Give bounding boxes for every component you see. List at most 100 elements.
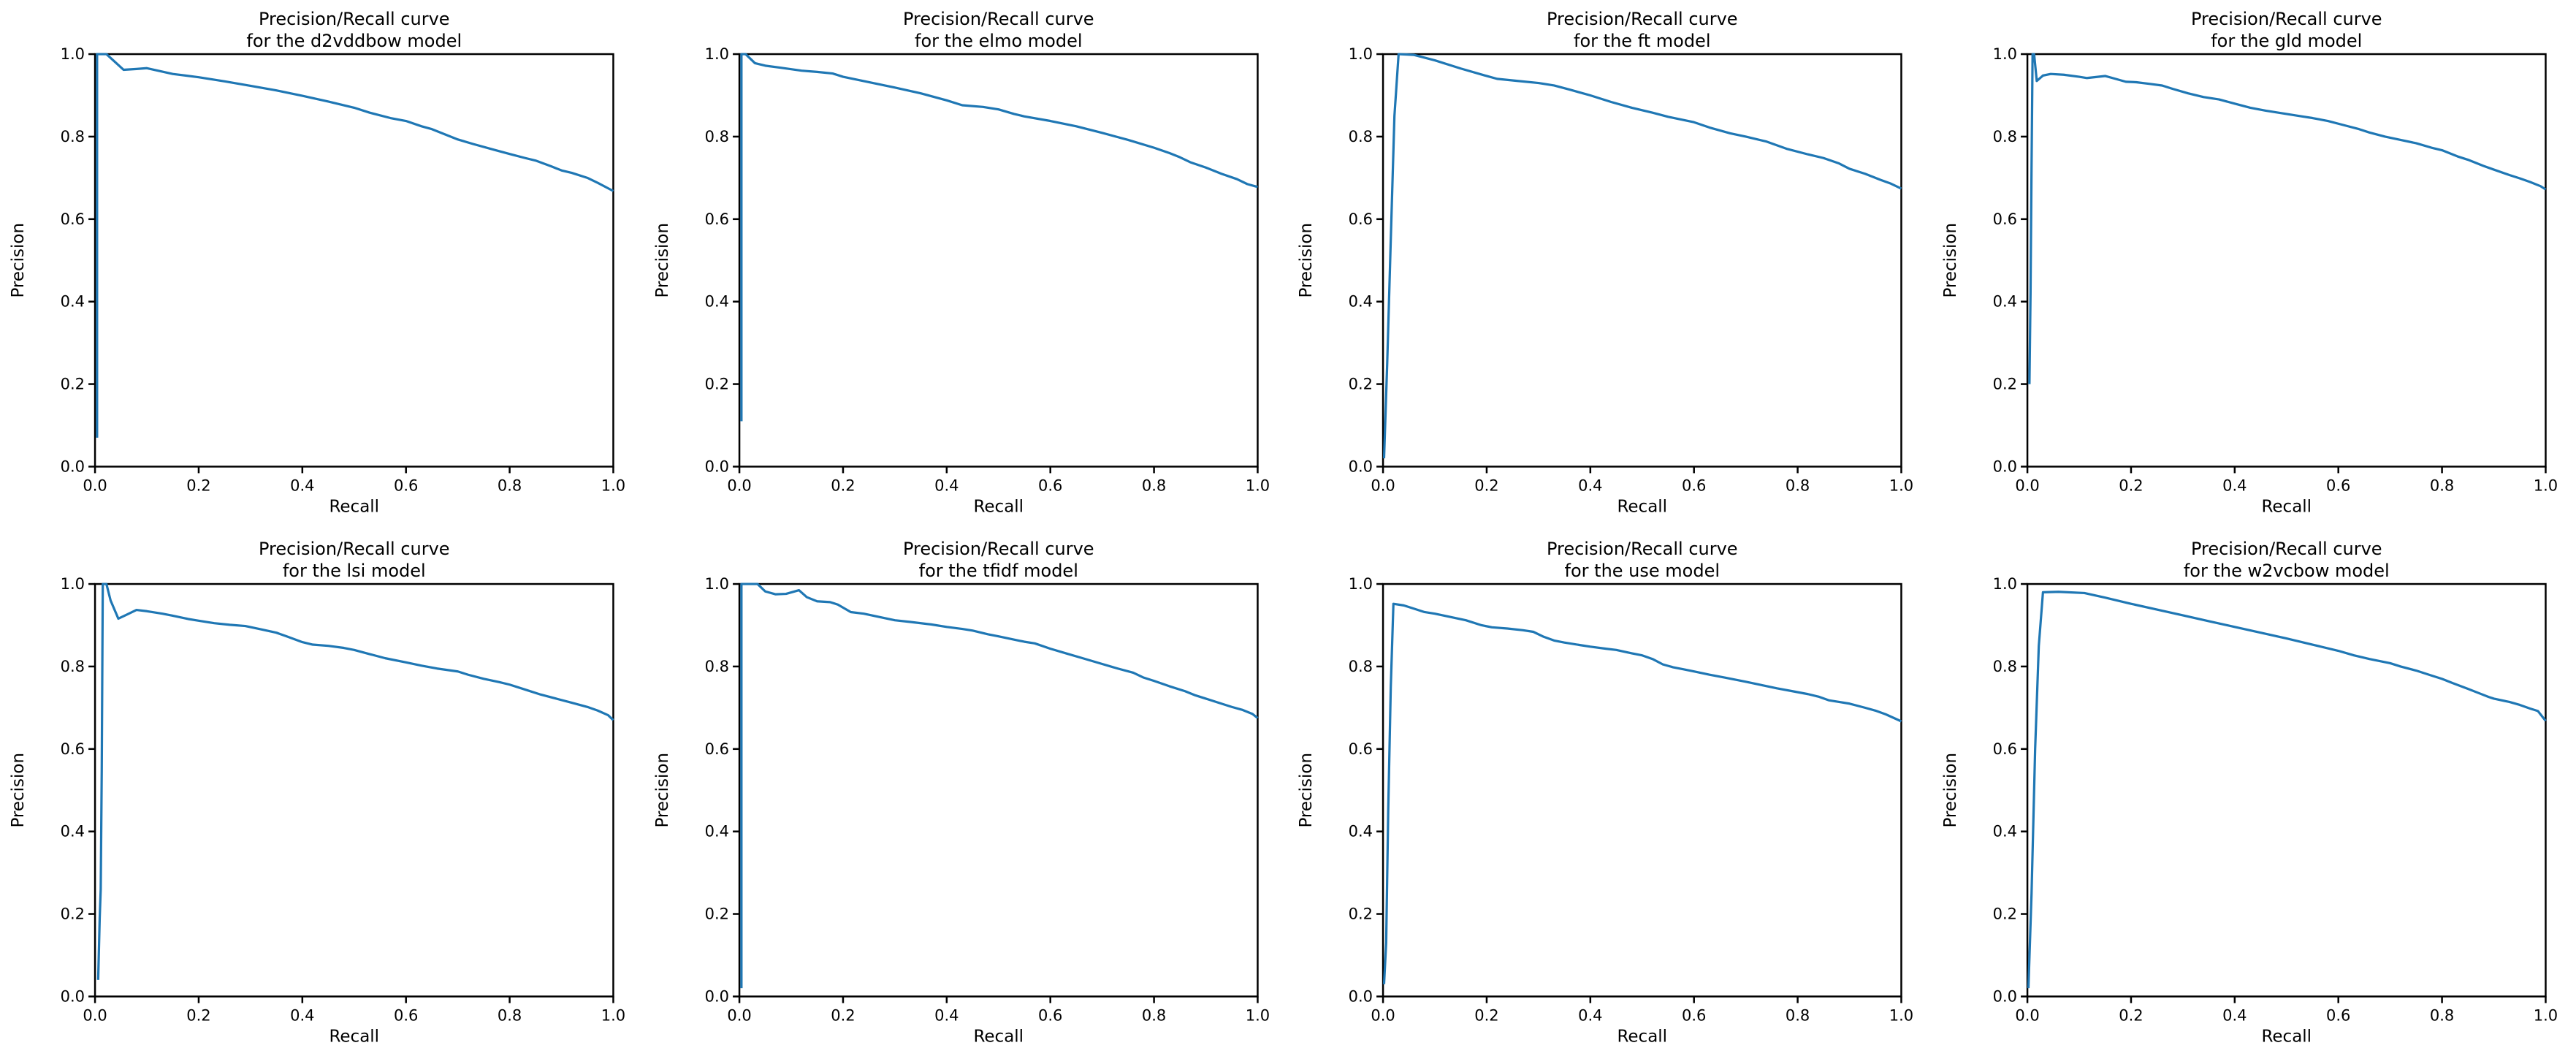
x-tick-label: 0.4: [1578, 476, 1602, 494]
x-tick-label: 0.0: [1371, 476, 1395, 494]
subplot-elmo: Precision/Recall curve for the elmo model…: [644, 0, 1289, 530]
subplot-title-line2: for the d2vddbow model: [246, 31, 462, 51]
y-tick-label: 1.0: [61, 45, 85, 63]
subplot-title-line2: for the ft model: [1574, 31, 1710, 51]
subplot-title-line1: Precision/Recall curve: [2190, 539, 2382, 559]
subplot-title-line1: Precision/Recall curve: [902, 9, 1094, 29]
y-tick-label: 0.8: [1992, 127, 2016, 145]
subplot-title-line1: Precision/Recall curve: [2190, 9, 2382, 29]
x-tick-label: 0.0: [1371, 1006, 1395, 1024]
x-tick-label: 0.4: [2222, 476, 2247, 494]
y-tick-label: 0.6: [1992, 739, 2016, 757]
x-axis-label: Recall: [329, 1027, 379, 1046]
y-tick-label: 0.6: [61, 739, 85, 757]
x-tick-label: 1.0: [1245, 476, 1269, 494]
x-tick-label: 0.8: [2429, 1006, 2453, 1024]
x-axis-label: Recall: [329, 497, 379, 516]
subplot-title-line2: for the tfidf model: [918, 561, 1078, 581]
subplot-gld: Precision/Recall curve for the gld model 0…: [1932, 0, 2576, 530]
y-tick-label: 0.6: [1349, 739, 1373, 757]
x-tick-label: 1.0: [1245, 1006, 1269, 1024]
axes-frame: [738, 53, 1259, 468]
y-tick-label: 0.2: [1349, 375, 1373, 393]
subplot-title-line1: Precision/Recall curve: [902, 539, 1094, 559]
y-tick-label: 1.0: [704, 45, 728, 63]
subplot-use: Precision/Recall curve for the use model 0…: [1288, 530, 1932, 1059]
y-tick-label: 0.0: [1992, 987, 2016, 1005]
y-tick-label: 0.0: [61, 987, 85, 1005]
x-tick-label: 0.2: [1474, 476, 1498, 494]
y-tick-label: 0.2: [1992, 375, 2016, 393]
subplot-d2vddbow: Precision/Recall curve for the d2vddbow m…: [0, 0, 644, 530]
subplot-title-line1: Precision/Recall curve: [259, 9, 450, 29]
y-tick-label: 1.0: [1349, 574, 1373, 593]
axes-frame: [1382, 582, 1902, 998]
y-tick-label: 0.4: [61, 292, 85, 311]
x-tick-label: 0.2: [2119, 476, 2143, 494]
pr-curve-line: [2027, 590, 2547, 988]
y-axis-label: Precision: [1297, 223, 1316, 298]
y-tick-label: 0.2: [704, 375, 728, 393]
pr-curve-line: [1382, 602, 1902, 984]
y-tick-label: 0.6: [704, 210, 728, 228]
y-tick-label: 0.4: [704, 821, 728, 840]
x-axis-label: Recall: [1617, 1027, 1667, 1046]
x-tick-label: 0.0: [2015, 476, 2039, 494]
x-tick-label: 1.0: [601, 1006, 625, 1024]
x-tick-label: 1.0: [601, 476, 625, 494]
x-tick-label: 1.0: [2533, 476, 2557, 494]
y-tick-label: 0.8: [61, 127, 85, 145]
y-tick-label: 0.2: [1992, 904, 2016, 922]
subplot-title-line2: for the gld model: [2211, 31, 2362, 51]
x-tick-label: 0.2: [831, 476, 855, 494]
y-tick-label: 0.8: [704, 656, 728, 675]
y-tick-label: 0.2: [1349, 904, 1373, 922]
x-tick-label: 0.0: [83, 476, 107, 494]
x-tick-label: 0.8: [498, 1006, 522, 1024]
y-axis-label: Precision: [1941, 752, 1960, 827]
x-tick-label: 0.8: [2429, 476, 2453, 494]
pr-curve-line: [739, 53, 1258, 422]
x-tick-label: 1.0: [2533, 1006, 2557, 1024]
x-axis-label: Recall: [2261, 1027, 2312, 1046]
subplot-title-line2: for the w2vcbow model: [2183, 561, 2389, 581]
axes-frame: [2026, 582, 2547, 998]
y-tick-label: 0.2: [61, 375, 85, 393]
x-axis-label: Recall: [2261, 497, 2312, 516]
y-tick-label: 0.4: [61, 821, 85, 840]
y-tick-label: 1.0: [1992, 574, 2016, 593]
y-tick-label: 0.6: [1992, 210, 2016, 228]
y-tick-label: 0.8: [1992, 656, 2016, 675]
y-tick-label: 0.8: [61, 656, 85, 675]
x-tick-label: 0.8: [1141, 476, 1165, 494]
y-axis-label: Precision: [9, 752, 28, 827]
x-tick-label: 1.0: [1889, 476, 1913, 494]
subplot-tfidf: Precision/Recall curve for the tfidf mode…: [644, 530, 1289, 1059]
x-tick-label: 0.0: [2015, 1006, 2039, 1024]
x-tick-label: 0.4: [290, 1006, 314, 1024]
axes-frame: [2026, 53, 2547, 468]
x-tick-label: 0.6: [394, 476, 418, 494]
y-tick-label: 0.0: [1349, 987, 1373, 1005]
y-tick-label: 0.0: [1992, 457, 2016, 475]
x-tick-label: 0.4: [2222, 1006, 2247, 1024]
pr-curve-line: [96, 582, 614, 980]
x-axis-label: Recall: [1617, 497, 1667, 516]
x-tick-label: 0.6: [2326, 1006, 2350, 1024]
pr-curve-line: [2027, 53, 2546, 384]
y-tick-label: 0.4: [1992, 292, 2016, 311]
y-tick-label: 0.0: [704, 457, 728, 475]
axes-frame: [94, 582, 614, 998]
x-tick-label: 0.4: [290, 476, 314, 494]
x-tick-label: 0.6: [2326, 476, 2350, 494]
y-tick-label: 1.0: [61, 574, 85, 593]
subplot-title-line1: Precision/Recall curve: [1547, 9, 1738, 29]
x-tick-label: 0.2: [2119, 1006, 2143, 1024]
axes-frame: [738, 582, 1259, 998]
